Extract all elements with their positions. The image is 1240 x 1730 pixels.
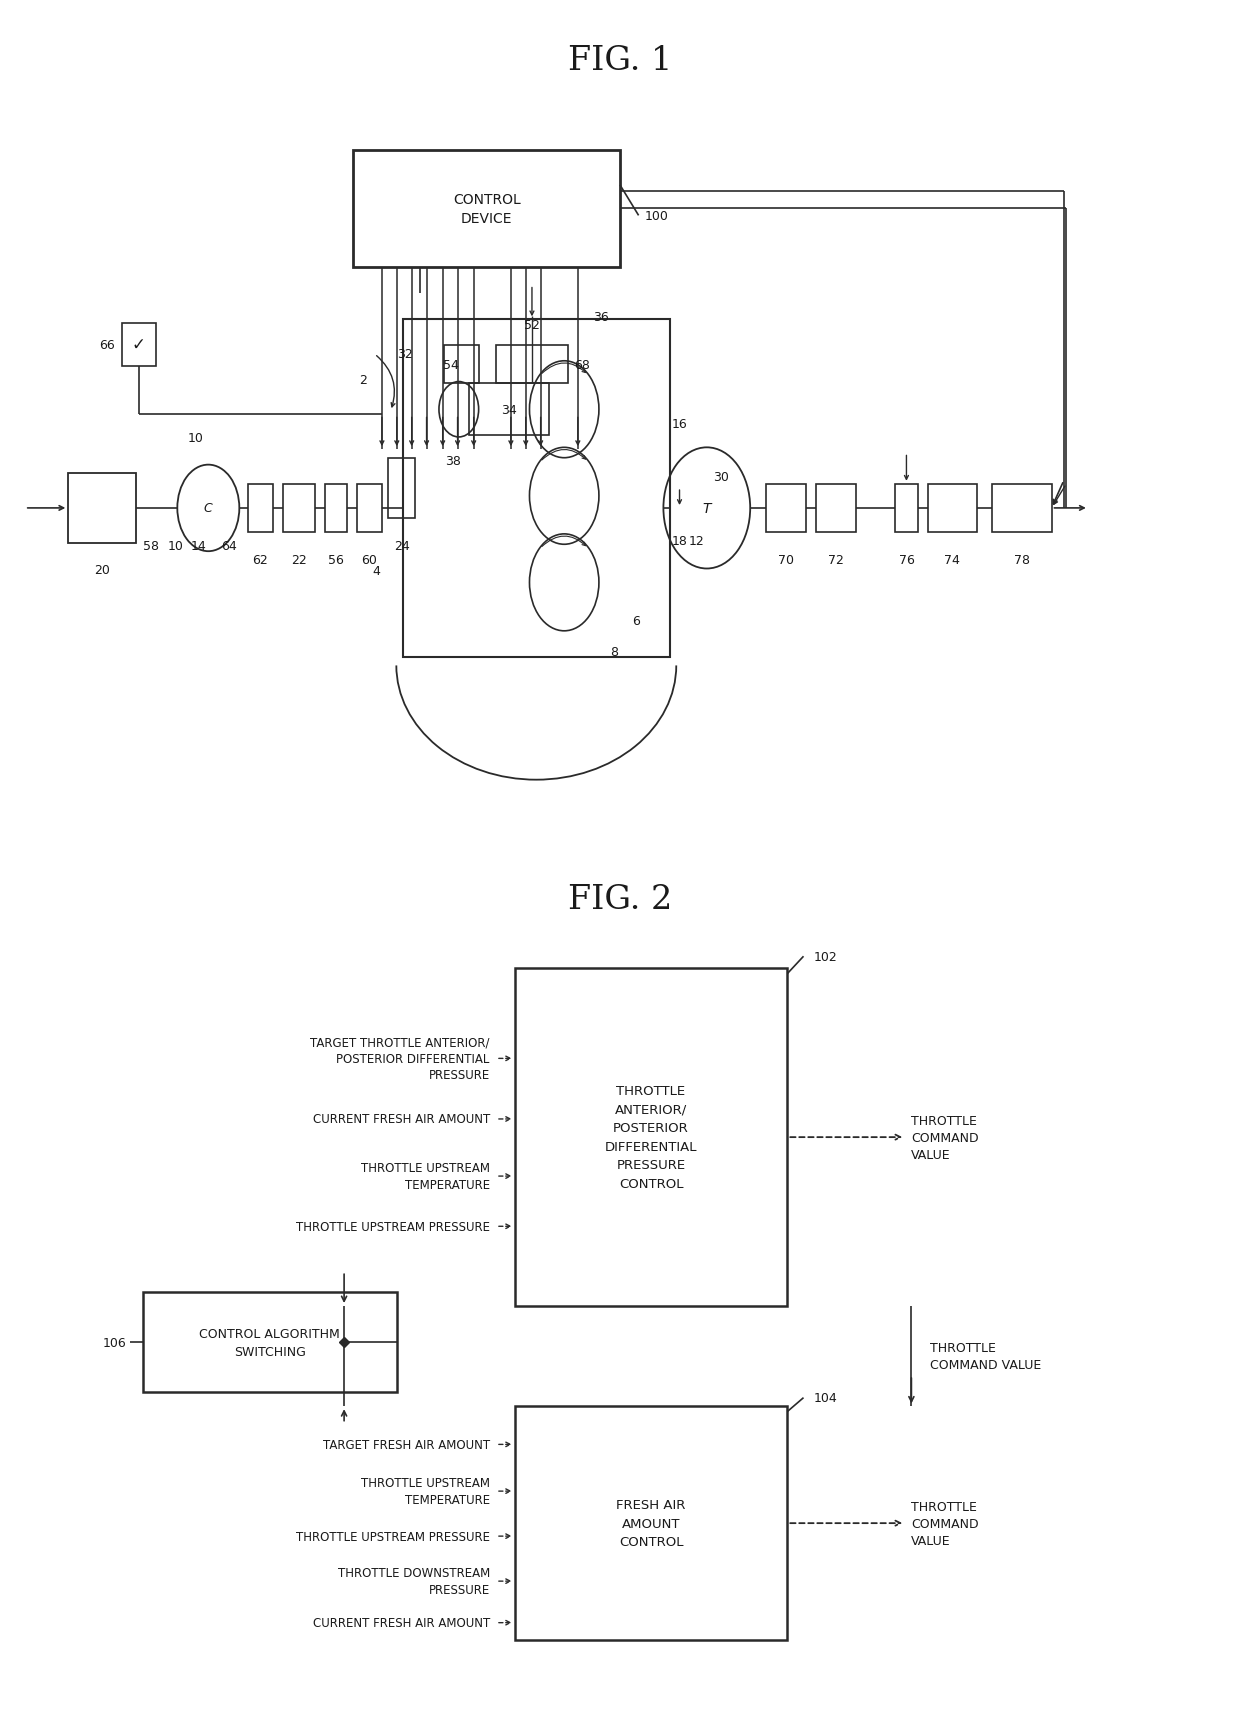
Bar bbox=[122, 324, 156, 367]
Bar bbox=[68, 474, 136, 543]
Bar bbox=[388, 458, 415, 519]
Text: FRESH AIR
AMOUNT
CONTROL: FRESH AIR AMOUNT CONTROL bbox=[616, 1498, 686, 1548]
Bar bbox=[992, 484, 1052, 533]
Bar bbox=[283, 484, 315, 533]
Text: 102: 102 bbox=[813, 950, 837, 964]
Bar bbox=[143, 1292, 397, 1393]
Text: 20: 20 bbox=[94, 564, 110, 578]
Text: C: C bbox=[203, 502, 213, 516]
Text: 74: 74 bbox=[945, 554, 960, 567]
Bar bbox=[444, 346, 479, 384]
Bar bbox=[515, 969, 787, 1306]
Bar bbox=[895, 484, 918, 533]
Bar bbox=[248, 484, 273, 533]
Text: 38: 38 bbox=[445, 455, 460, 469]
Text: THROTTLE
COMMAND
VALUE: THROTTLE COMMAND VALUE bbox=[911, 1114, 980, 1161]
Text: 36: 36 bbox=[594, 310, 609, 324]
Text: 100: 100 bbox=[645, 209, 668, 223]
Text: 34: 34 bbox=[501, 403, 517, 417]
Text: 6: 6 bbox=[632, 614, 640, 628]
Text: CURRENT FRESH AIR AMOUNT: CURRENT FRESH AIR AMOUNT bbox=[312, 1112, 490, 1126]
Text: 54: 54 bbox=[443, 358, 459, 372]
Text: 10: 10 bbox=[188, 431, 203, 445]
Text: 30: 30 bbox=[713, 471, 729, 484]
Text: CONTROL ALGORITHM
SWITCHING: CONTROL ALGORITHM SWITCHING bbox=[200, 1327, 340, 1358]
Text: 56: 56 bbox=[329, 554, 343, 567]
Text: THROTTLE DOWNSTREAM
PRESSURE: THROTTLE DOWNSTREAM PRESSURE bbox=[337, 1566, 490, 1597]
Text: CURRENT FRESH AIR AMOUNT: CURRENT FRESH AIR AMOUNT bbox=[312, 1616, 490, 1630]
Text: THROTTLE
COMMAND
VALUE: THROTTLE COMMAND VALUE bbox=[911, 1500, 980, 1547]
Text: 32: 32 bbox=[397, 348, 413, 362]
Text: ✓: ✓ bbox=[131, 336, 146, 355]
Text: THROTTLE
COMMAND VALUE: THROTTLE COMMAND VALUE bbox=[930, 1341, 1042, 1372]
Text: 78: 78 bbox=[1014, 554, 1029, 567]
Text: T: T bbox=[703, 502, 711, 516]
Text: THROTTLE UPSTREAM PRESSURE: THROTTLE UPSTREAM PRESSURE bbox=[296, 1220, 490, 1233]
Text: 70: 70 bbox=[779, 554, 794, 567]
Text: FIG. 1: FIG. 1 bbox=[568, 45, 672, 76]
Text: 18: 18 bbox=[672, 535, 687, 548]
Text: FIG. 2: FIG. 2 bbox=[568, 884, 672, 915]
Text: THROTTLE UPSTREAM
TEMPERATURE: THROTTLE UPSTREAM TEMPERATURE bbox=[361, 1476, 490, 1507]
Text: 52: 52 bbox=[525, 318, 539, 332]
Text: CONTROL
DEVICE: CONTROL DEVICE bbox=[453, 192, 521, 227]
Text: TARGET THROTTLE ANTERIOR/
POSTERIOR DIFFERENTIAL
PRESSURE: TARGET THROTTLE ANTERIOR/ POSTERIOR DIFF… bbox=[310, 1036, 490, 1081]
Text: 62: 62 bbox=[253, 554, 268, 567]
Bar bbox=[325, 484, 347, 533]
Text: 76: 76 bbox=[899, 554, 914, 567]
Text: 22: 22 bbox=[291, 554, 306, 567]
Text: TARGET FRESH AIR AMOUNT: TARGET FRESH AIR AMOUNT bbox=[322, 1438, 490, 1451]
Text: 24: 24 bbox=[394, 540, 409, 554]
Bar bbox=[515, 1406, 787, 1640]
Text: 4: 4 bbox=[373, 564, 381, 578]
Bar bbox=[353, 151, 620, 268]
Text: THROTTLE UPSTREAM PRESSURE: THROTTLE UPSTREAM PRESSURE bbox=[296, 1529, 490, 1543]
Text: 2: 2 bbox=[360, 374, 367, 388]
Text: 106: 106 bbox=[103, 1336, 126, 1349]
Text: 8: 8 bbox=[610, 645, 618, 659]
Bar bbox=[469, 384, 549, 436]
Bar bbox=[403, 320, 670, 657]
Text: 64: 64 bbox=[222, 540, 237, 554]
Bar bbox=[357, 484, 382, 533]
Text: 72: 72 bbox=[828, 554, 843, 567]
Bar bbox=[496, 346, 568, 384]
Text: 10: 10 bbox=[169, 540, 184, 554]
Text: THROTTLE
ANTERIOR/
POSTERIOR
DIFFERENTIAL
PRESSURE
CONTROL: THROTTLE ANTERIOR/ POSTERIOR DIFFERENTIA… bbox=[605, 1085, 697, 1190]
Bar bbox=[928, 484, 977, 533]
Text: 68: 68 bbox=[574, 358, 590, 372]
Text: 58: 58 bbox=[144, 540, 159, 554]
Text: 60: 60 bbox=[362, 554, 377, 567]
Text: 66: 66 bbox=[99, 339, 115, 351]
Text: 16: 16 bbox=[672, 417, 687, 431]
Bar bbox=[766, 484, 806, 533]
Text: 104: 104 bbox=[813, 1391, 837, 1405]
Text: 12: 12 bbox=[689, 535, 704, 548]
Bar bbox=[816, 484, 856, 533]
Text: 14: 14 bbox=[191, 540, 206, 554]
Text: THROTTLE UPSTREAM
TEMPERATURE: THROTTLE UPSTREAM TEMPERATURE bbox=[361, 1161, 490, 1192]
